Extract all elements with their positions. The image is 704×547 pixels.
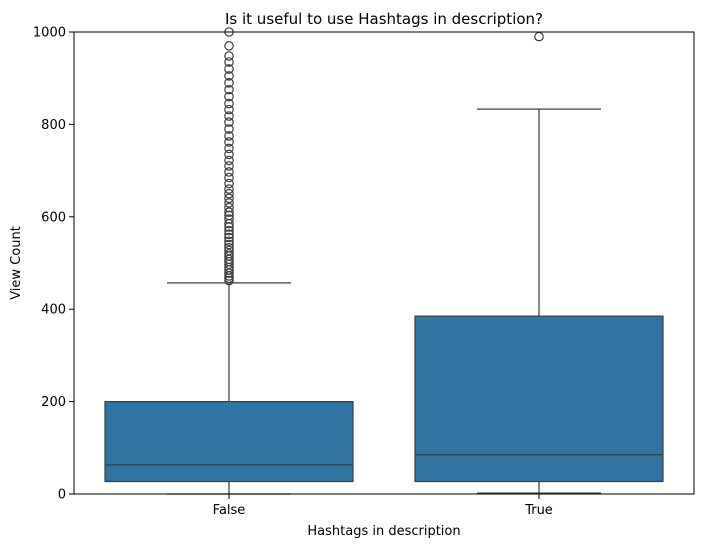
outlier-point [224,104,234,115]
outlier-point [224,178,234,189]
outlier-point [224,137,234,147]
outlier-point [224,124,234,134]
outlier-point [224,117,234,127]
outlier-point [224,184,234,194]
box-false [104,401,354,483]
outlier-point [224,155,234,166]
outlier-point [224,202,234,213]
outlier-point [224,143,234,154]
outlier-point [224,51,234,61]
outlier-point [224,214,234,224]
y-tick-label: 200 [41,395,66,410]
outlier-point [224,78,234,88]
outlier-point [224,248,234,259]
outlier-point [224,111,234,121]
box-true [414,315,664,483]
outlier-point [224,225,234,236]
outlier-point [224,198,234,208]
outlier-point [224,84,234,95]
y-tick-label: 400 [41,303,66,318]
outlier-point [224,207,234,217]
outlier-point [224,57,234,67]
outlier-point [224,71,234,81]
outlier-point [224,131,234,141]
x-tick-label: False [213,503,246,518]
outlier-point [224,64,234,74]
x-tick-label: True [524,503,553,518]
y-tick-label: 1000 [33,26,66,41]
y-axis-label: View Count [9,226,24,300]
outlier-point [224,167,234,177]
axes: False True 0 200 400 600 800 1000 [33,26,695,518]
outlier-point [224,232,234,243]
y-tick-label: 600 [41,210,66,225]
outlier-point [224,41,234,51]
outlier-point [224,188,234,199]
outlier-point [224,149,234,160]
outlier-point [224,229,234,240]
y-tick-label: 0 [58,488,66,503]
outlier-point [224,91,234,102]
outlier-point [534,31,544,42]
outlier-point [224,236,234,247]
y-tick-label: 800 [41,118,66,133]
outlier-point [224,242,234,253]
x-axis-label: Hashtags in description [307,524,460,539]
outlier-point [224,193,234,204]
outlier-point [224,239,234,250]
outlier-point [224,161,234,171]
outlier-point [224,245,234,256]
outlier-point [224,98,234,109]
chart-title: Is it useful to use Hashtags in descript… [225,10,543,28]
plot-frame [73,31,695,495]
outlier-point [224,172,234,183]
plot-area [104,27,664,495]
